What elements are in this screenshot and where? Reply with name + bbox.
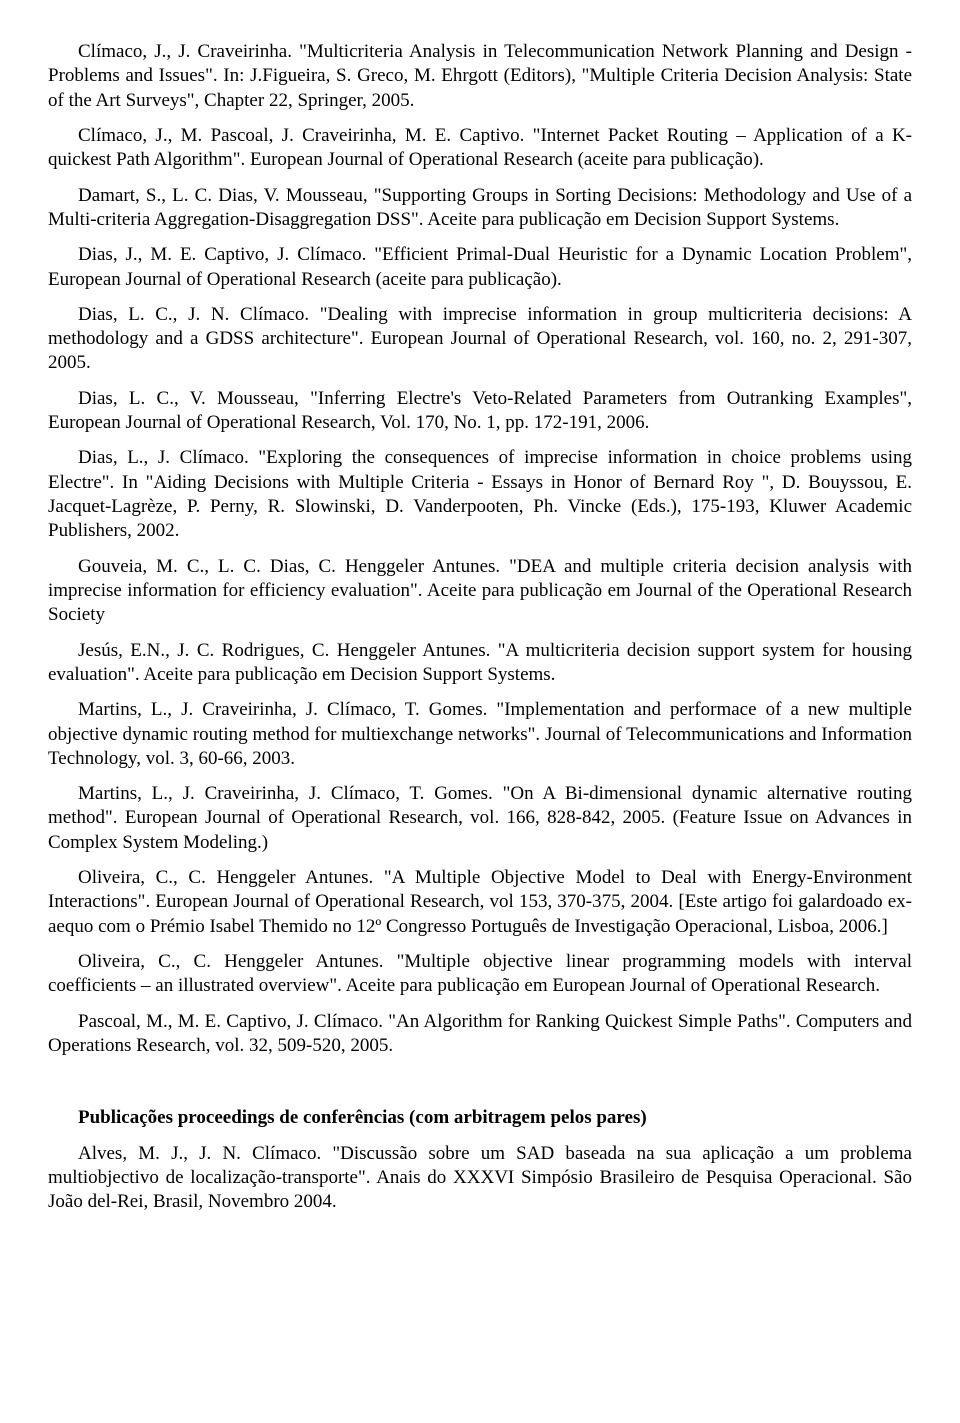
reference-item: Clímaco, J., M. Pascoal, J. Craveirinha,…: [48, 124, 912, 173]
reference-item: Dias, L., J. Clímaco. "Exploring the con…: [48, 446, 912, 543]
reference-item: Clímaco, J., J. Craveirinha. "Multicrite…: [48, 40, 912, 113]
reference-item: Jesús, E.N., J. C. Rodrigues, C. Henggel…: [48, 639, 912, 688]
section-heading: Publicações proceedings de conferências …: [48, 1106, 912, 1130]
reference-item: Oliveira, C., C. Henggeler Antunes. "A M…: [48, 866, 912, 939]
reference-item: Dias, L. C., J. N. Clímaco. "Dealing wit…: [48, 303, 912, 376]
reference-item: Dias, L. C., V. Mousseau, "Inferring Ele…: [48, 387, 912, 436]
reference-item: Oliveira, C., C. Henggeler Antunes. "Mul…: [48, 950, 912, 999]
reference-item: Dias, J., M. E. Captivo, J. Clímaco. "Ef…: [48, 243, 912, 292]
reference-item: Martins, L., J. Craveirinha, J. Clímaco,…: [48, 782, 912, 855]
reference-item: Gouveia, M. C., L. C. Dias, C. Henggeler…: [48, 555, 912, 628]
reference-item: Martins, L., J. Craveirinha, J. Clímaco,…: [48, 698, 912, 771]
reference-item: Pascoal, M., M. E. Captivo, J. Clímaco. …: [48, 1010, 912, 1059]
reference-item: Damart, S., L. C. Dias, V. Mousseau, "Su…: [48, 184, 912, 233]
reference-item: Alves, M. J., J. N. Clímaco. "Discussão …: [48, 1142, 912, 1215]
